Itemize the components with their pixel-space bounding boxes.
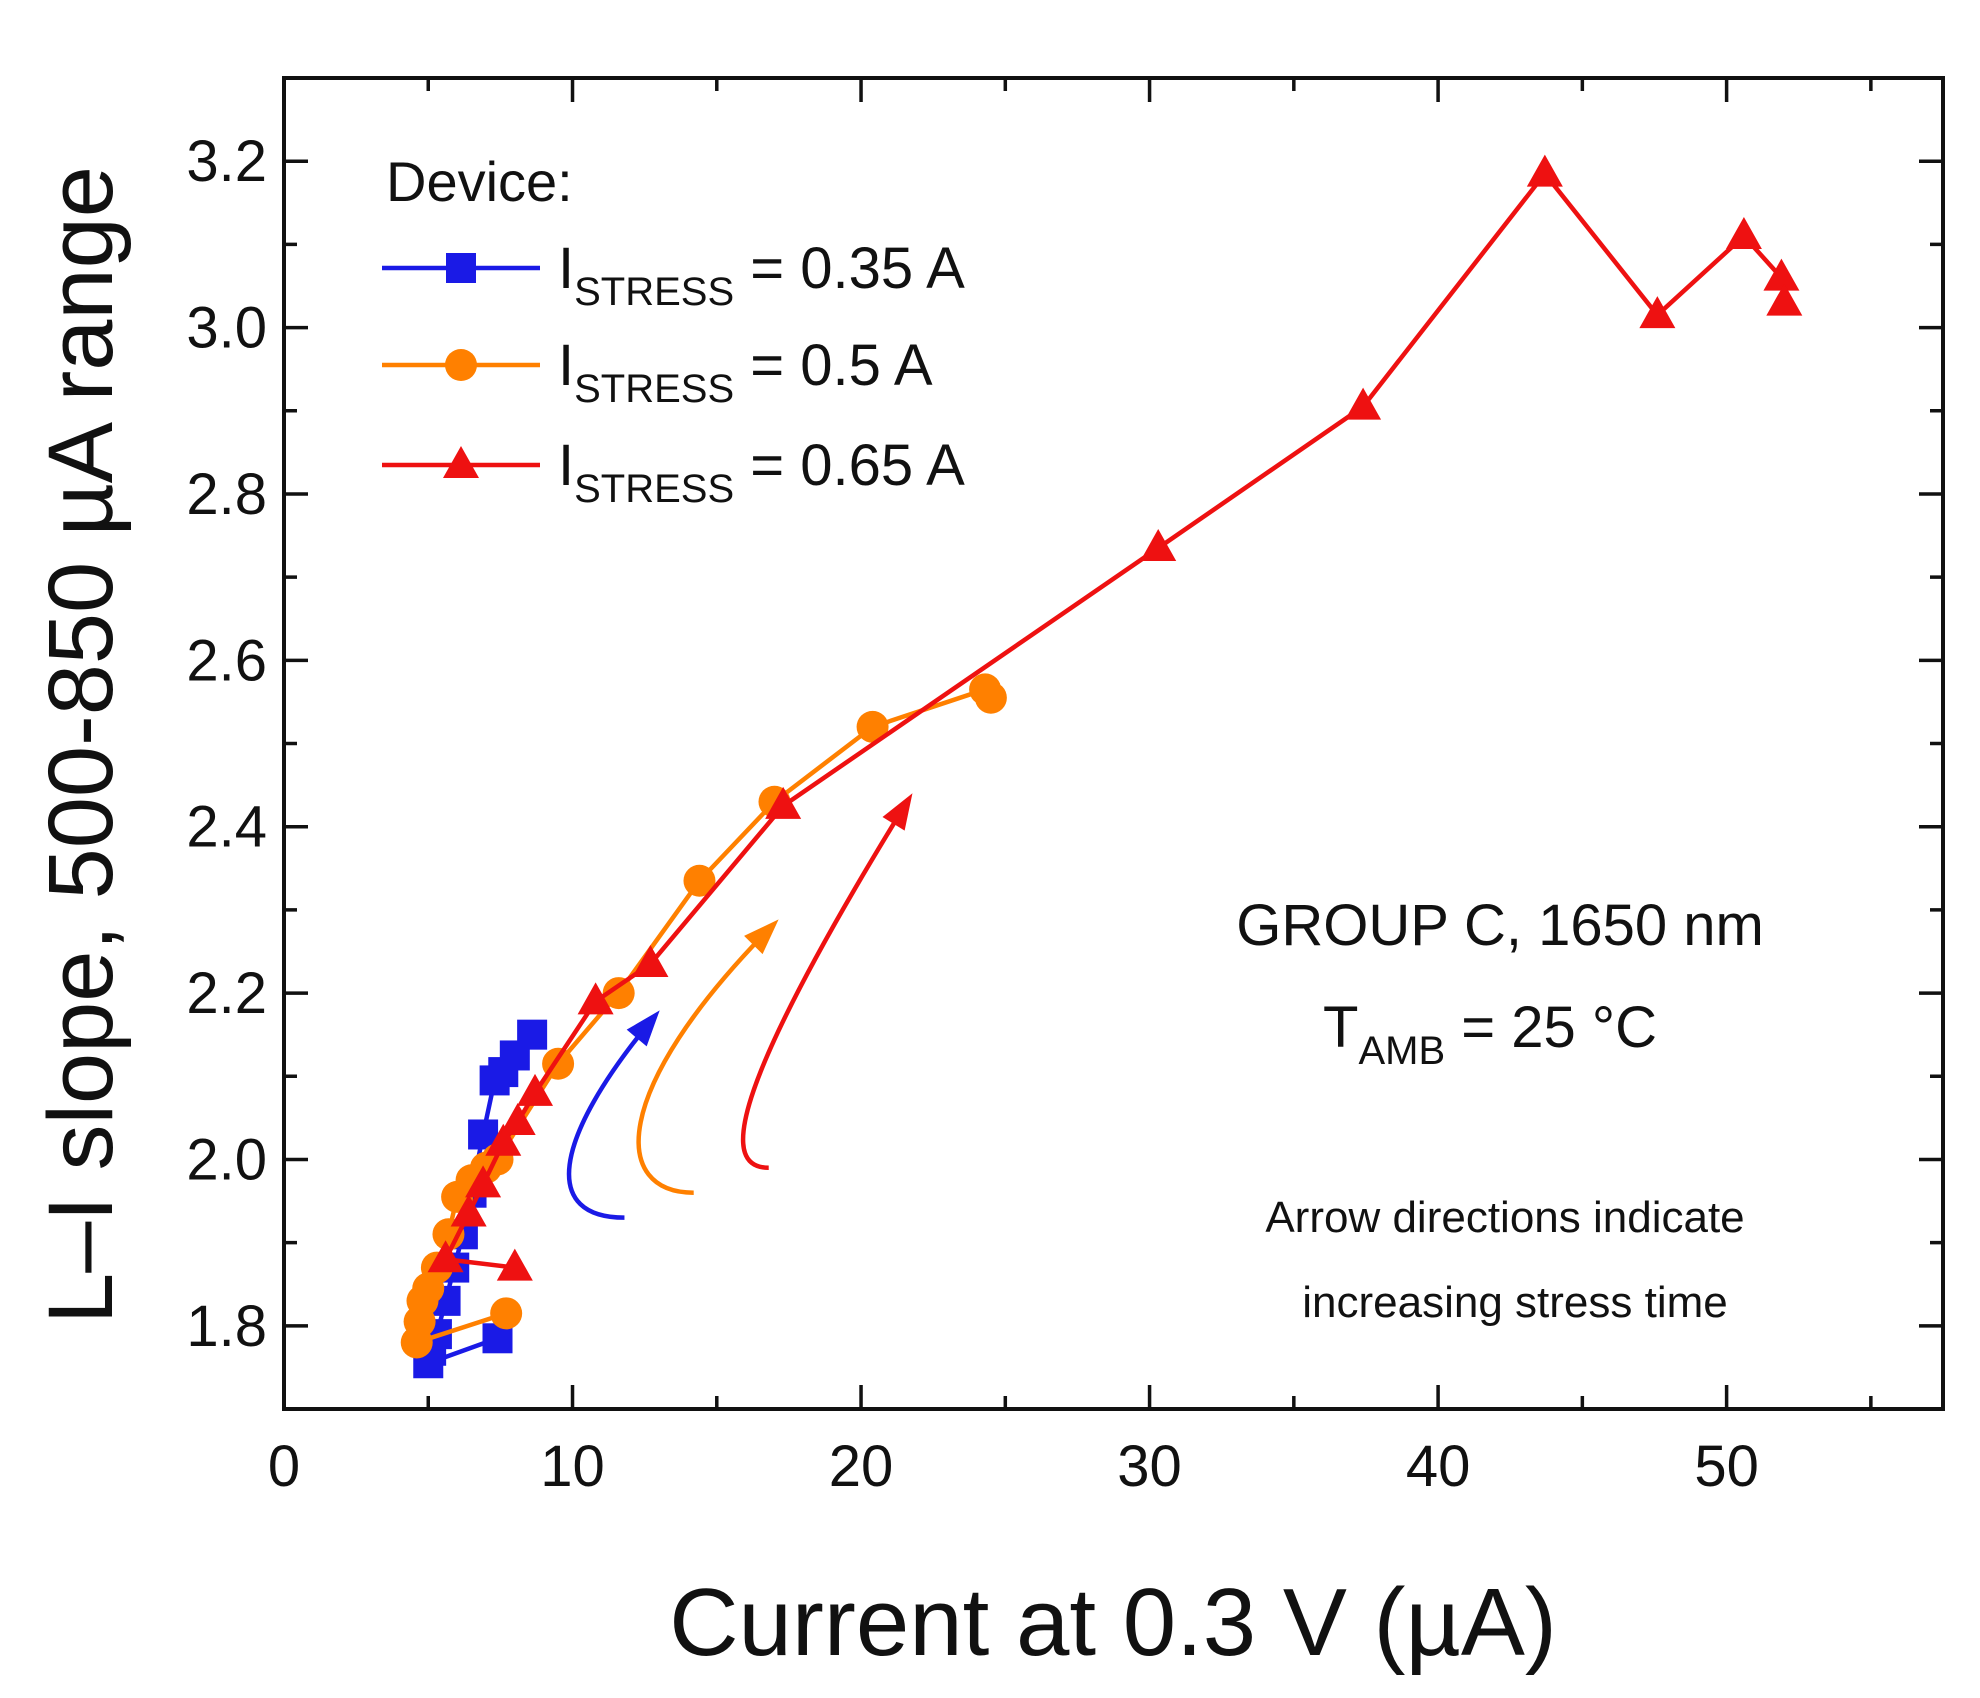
tamb-annotation: TAMB = 25 °C bbox=[1323, 995, 1657, 1073]
tamb-sub: AMB bbox=[1358, 1029, 1445, 1073]
data-point bbox=[1763, 258, 1800, 291]
x-tick-label: 50 bbox=[1694, 1434, 1759, 1499]
series-3 bbox=[427, 154, 1803, 1281]
x-tick-label: 40 bbox=[1406, 1434, 1471, 1499]
data-point bbox=[1639, 296, 1676, 329]
x-tick-label: 20 bbox=[829, 1434, 894, 1499]
data-point bbox=[499, 1103, 536, 1136]
group-annotation: GROUP C, 1650 nm bbox=[1236, 893, 1764, 958]
data-point bbox=[577, 982, 614, 1015]
data-point bbox=[602, 977, 635, 1010]
legend-label-main: I bbox=[558, 433, 574, 498]
legend-label-main: I bbox=[558, 333, 574, 398]
data-point bbox=[1140, 529, 1177, 562]
stress-arrow-head-3 bbox=[882, 793, 913, 831]
data-point bbox=[1725, 217, 1762, 250]
data-point bbox=[765, 786, 802, 819]
data-series bbox=[400, 154, 1803, 1379]
legend-label-rest: = 0.35 A bbox=[734, 236, 965, 301]
data-point bbox=[427, 1240, 464, 1273]
data-point bbox=[490, 1297, 523, 1330]
legend-title: Device: bbox=[386, 150, 573, 213]
annotations: GROUP C, 1650 nm TAMB = 25 °C Arrow dire… bbox=[1236, 893, 1764, 1327]
x-axis-label: Current at 0.3 V (µA) bbox=[669, 1569, 1557, 1676]
data-point bbox=[450, 1194, 487, 1227]
series-line bbox=[414, 687, 993, 1345]
y-tick-label: 3.0 bbox=[186, 296, 267, 361]
y-tick-label: 2.4 bbox=[186, 795, 267, 860]
y-tick-label: 2.0 bbox=[186, 1127, 267, 1192]
data-point bbox=[517, 1073, 554, 1106]
y-axis-label: L–I slope, 500-850 µA range bbox=[30, 166, 132, 1324]
y-tick-label: 3.2 bbox=[186, 129, 267, 194]
y-tick-label: 2.8 bbox=[186, 462, 267, 527]
stress-time-arrows bbox=[566, 793, 913, 1220]
legend-label-sub: STRESS bbox=[574, 367, 734, 411]
y-tick-label: 2.2 bbox=[186, 961, 267, 1026]
stress-arrow-head-1 bbox=[626, 1010, 660, 1047]
y-tick-label: 2.6 bbox=[186, 628, 267, 693]
data-point bbox=[1766, 283, 1803, 316]
data-point bbox=[974, 681, 1007, 714]
data-point bbox=[632, 944, 669, 977]
data-point bbox=[517, 1019, 548, 1050]
legend-label: ISTRESS = 0.5 A bbox=[558, 333, 933, 411]
tamb-main: T bbox=[1323, 995, 1358, 1060]
legend-label: ISTRESS = 0.35 A bbox=[558, 236, 965, 314]
data-point bbox=[465, 1165, 502, 1198]
tamb-rest: = 25 °C bbox=[1445, 995, 1657, 1060]
legend-label-rest: = 0.5 A bbox=[734, 333, 933, 398]
arrow-note-line-2: increasing stress time bbox=[1302, 1278, 1727, 1327]
series-2 bbox=[400, 673, 1007, 1359]
legend-marker bbox=[446, 253, 476, 283]
data-point bbox=[485, 1123, 522, 1156]
legend-label-sub: STRESS bbox=[574, 270, 734, 314]
x-tick-label: 30 bbox=[1117, 1434, 1182, 1499]
axis-ticks: 0 10 20 30 40 50 1.8 2.0 2.2 2.4 2.6 2.8 3.0 3.2 bbox=[186, 76, 1943, 1499]
legend-label-rest: = 0.65 A bbox=[734, 433, 965, 498]
data-point bbox=[1345, 387, 1382, 420]
stress-arrow-1 bbox=[566, 1016, 656, 1220]
data-point bbox=[496, 1248, 533, 1281]
legend-marker bbox=[445, 349, 477, 381]
data-point bbox=[683, 864, 716, 897]
y-tick-label: 1.8 bbox=[186, 1294, 267, 1359]
data-point bbox=[1526, 154, 1563, 187]
data-point bbox=[856, 710, 889, 743]
stress-arrow-3 bbox=[740, 800, 910, 1171]
legend-marker bbox=[443, 446, 479, 478]
legend-label-sub: STRESS bbox=[574, 467, 734, 511]
legend-label-main: I bbox=[558, 236, 574, 301]
legend-label: ISTRESS = 0.65 A bbox=[558, 433, 965, 511]
x-tick-label: 0 bbox=[268, 1434, 300, 1499]
stress-arrow-head-2 bbox=[744, 919, 779, 955]
arrow-note-line-1: Arrow directions indicate bbox=[1265, 1193, 1744, 1242]
x-tick-label: 10 bbox=[540, 1434, 605, 1499]
stress-arrow-2 bbox=[636, 924, 774, 1195]
